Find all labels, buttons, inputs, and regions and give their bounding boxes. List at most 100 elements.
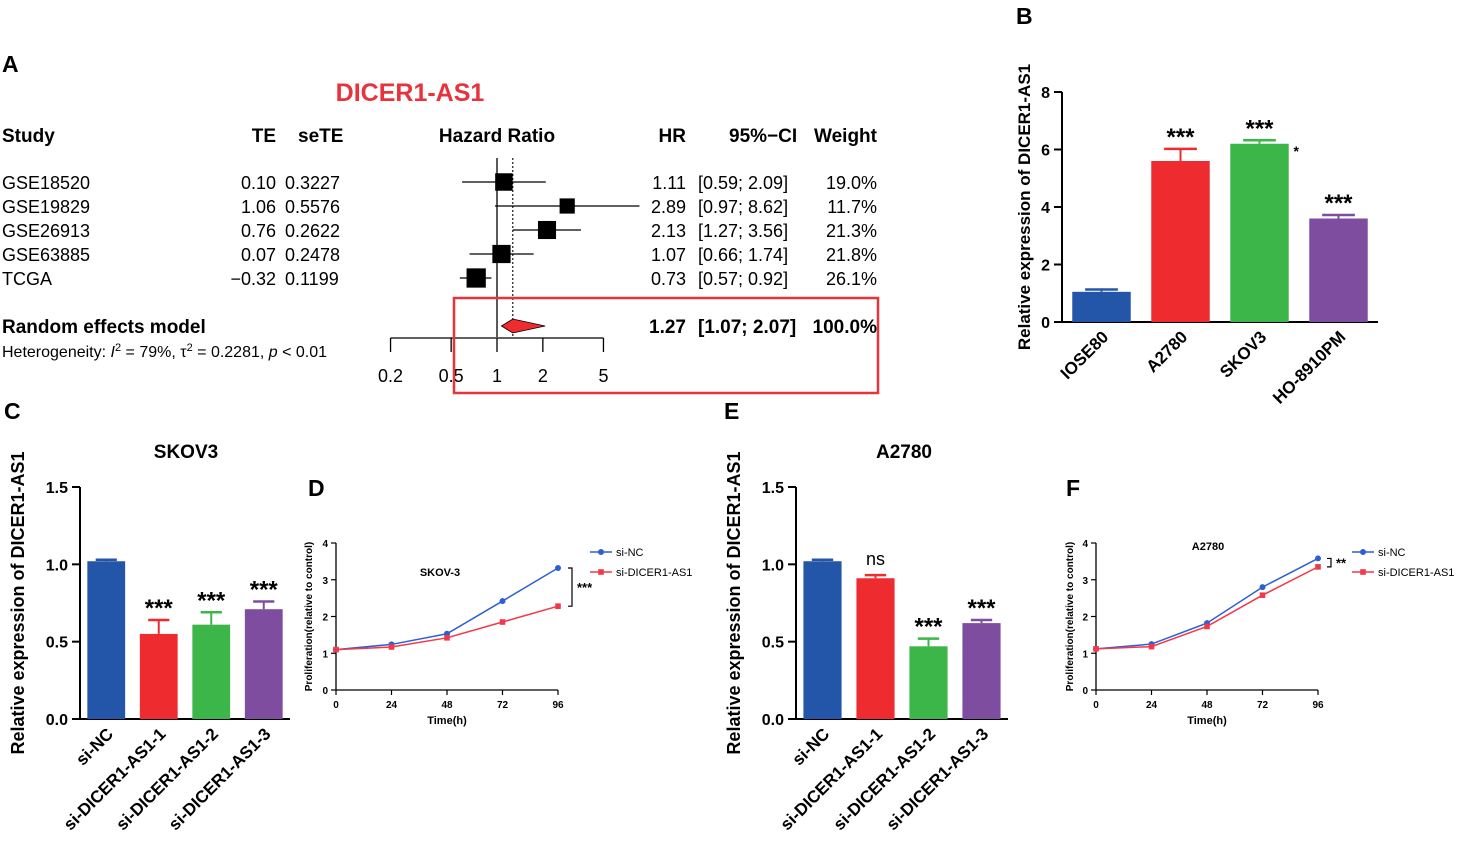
bar (856, 578, 895, 719)
category-label: IOSE80 (1057, 327, 1113, 383)
forest-x-tick-label: 0.2 (378, 366, 403, 386)
y-tick-label: 1.0 (46, 557, 68, 574)
y-tick-label: 6 (1041, 143, 1050, 160)
data-point (1259, 592, 1266, 598)
y-tick-label: 2 (1082, 613, 1088, 624)
study-hr: 2.89 (651, 197, 686, 217)
chart-title: A2780 (1192, 541, 1224, 553)
y-tick-label: 0 (1041, 315, 1050, 332)
significance-bracket (568, 567, 573, 607)
data-point (1315, 555, 1321, 562)
col-header-study: Study (2, 126, 55, 147)
legend-marker (598, 549, 604, 555)
significance-label: *** (1324, 190, 1353, 217)
data-point (388, 644, 395, 650)
x-tick-label: 0 (1093, 700, 1099, 711)
significance-label: *** (250, 576, 279, 603)
chart-c-plot: 0.0 0.5 1.0 1.5 Relative expression of DICER… (8, 451, 290, 834)
bar (87, 561, 126, 719)
data-point (333, 646, 339, 653)
bar (244, 609, 283, 719)
panel-e-bar-chart: E A2780 0.0 0.5 1.0 1.5 Relative expression … (724, 398, 1008, 834)
panel-a-forest-plot: A DICER1-AS1 Study TE seTE Hazard Ratio … (2, 51, 880, 395)
study-weight: 26.1% (826, 269, 877, 289)
bar (139, 633, 178, 719)
study-weight: 21.3% (826, 221, 877, 241)
bar (1151, 161, 1210, 322)
study-weight: 11.7% (827, 197, 877, 217)
category-label: si-NC (72, 724, 117, 769)
forest-model-diamond (500, 318, 546, 334)
legend-marker (1360, 569, 1366, 575)
series-line (1095, 557, 1319, 650)
x-axis-label: Time(h) (1187, 715, 1227, 727)
col-header-ci: 95%−CI (729, 126, 797, 147)
bar (192, 624, 231, 719)
data-point (555, 564, 561, 571)
legend-label: si-NC (1378, 547, 1406, 559)
y-tick-label: 0 (322, 686, 328, 697)
y-tick-label: 0 (1082, 686, 1088, 697)
col-header-hazard-ratio: Hazard Ratio (439, 126, 555, 147)
bar (1230, 143, 1289, 322)
panel-e-label: E (724, 398, 739, 424)
study-weight: 19.0% (826, 173, 877, 193)
bar (1072, 291, 1131, 322)
model-hr: 1.27 (649, 317, 686, 338)
study-ci: [0.97; 8.62] (698, 197, 788, 217)
category-label: A2780 (1142, 327, 1191, 376)
study-hr: 0.73 (651, 269, 686, 289)
study-sete: 0.2478 (285, 245, 340, 265)
significance-label: *** (914, 614, 943, 641)
y-tick-label: 1.5 (46, 480, 68, 497)
y-tick-label: 4 (322, 539, 328, 550)
category-label: HO-8910PM (1269, 327, 1349, 407)
category-label: si-NC (788, 724, 833, 769)
study-sete: 0.2622 (285, 221, 340, 241)
legend-label: si-DICER1-AS1 (1378, 567, 1454, 579)
study-sete: 0.1199 (285, 269, 339, 289)
chart-f-plot: 0 1 2 3 4 0 24 48 72 96 Time(h) Proliferation(relat… (1065, 539, 1454, 727)
study-name: TCGA (2, 269, 52, 289)
x-tick-label: 24 (386, 700, 398, 711)
x-tick-label: 72 (497, 700, 509, 711)
y-tick-label: 3 (1082, 576, 1088, 587)
y-tick-label: 0.0 (762, 712, 784, 729)
chart-b-plot: 0 2 4 6 8 Relative expression of DICER1-AS1 IO… (1015, 64, 1378, 408)
y-tick-label: 1 (1082, 649, 1088, 660)
study-te: 0.76 (241, 221, 276, 241)
y-axis-label: Relative expression of DICER1-AS1 (8, 451, 28, 754)
x-tick-label: 0 (333, 700, 339, 711)
panel-f-label: F (1066, 475, 1080, 501)
y-tick-label: 8 (1041, 85, 1050, 102)
series-line (1095, 566, 1319, 650)
data-point (499, 619, 506, 625)
category-label: si-DICER1-AS1-3 (165, 724, 275, 834)
significance-bracket (1327, 557, 1332, 568)
model-weight: 100.0% (813, 317, 878, 338)
study-te: 0.07 (241, 245, 276, 265)
legend-label: si-NC (616, 547, 644, 559)
col-header-hr: HR (659, 126, 687, 147)
forest-x-tick-label: 0.5 (439, 366, 464, 386)
y-axis-label: Relative expression of DICER1-AS1 (1015, 64, 1034, 350)
y-tick-label: 4 (1041, 200, 1050, 217)
significance-label: *** (577, 580, 593, 595)
category-label: SKOV3 (1216, 327, 1270, 381)
study-name: GSE19829 (2, 197, 90, 217)
forest-plot-area: 0.2 0.5 1 2 5 (378, 158, 640, 386)
x-tick-label: 48 (441, 700, 453, 711)
significance-label: *** (967, 595, 996, 622)
data-point (1204, 623, 1210, 630)
study-ci: [1.27; 3.56] (698, 221, 788, 241)
x-tick-label: 96 (1312, 700, 1324, 711)
y-tick-label: 0.5 (762, 635, 784, 652)
forest-study-box (466, 268, 486, 288)
extra-mark: * (1294, 143, 1300, 159)
study-ci: [0.59; 2.09] (698, 173, 788, 193)
forest-highlight-box (452, 296, 880, 395)
significance-label: *** (197, 587, 226, 614)
forest-study-box (492, 244, 511, 264)
bar (962, 623, 1001, 719)
